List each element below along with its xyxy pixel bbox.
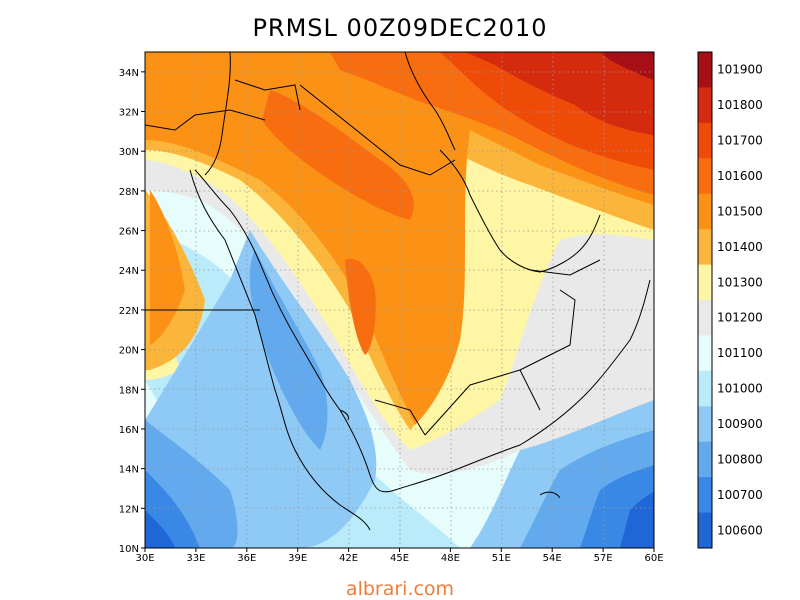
colorbar-label: 100900: [717, 417, 763, 431]
pressure-fill: [145, 52, 654, 548]
colorbar-label: 101100: [717, 346, 763, 360]
colorbar-swatch: [698, 87, 712, 124]
colorbar-swatch: [698, 370, 712, 407]
colorbar-swatch: [698, 406, 712, 443]
colorbar-swatch: [698, 193, 712, 230]
lat-tick-label: 32N: [119, 108, 139, 119]
lon-tick-label: 57E: [594, 553, 613, 564]
lat-tick-label: 28N: [119, 187, 139, 198]
site-credit: albrari.com: [345, 578, 455, 600]
colorbar-label: 101500: [717, 204, 763, 218]
colorbar-frame: [697, 51, 713, 549]
lat-tick-label: 24N: [119, 266, 139, 277]
lat-tick-label: 14N: [119, 465, 139, 476]
lon-tick-label: 54E: [543, 553, 562, 564]
colorbar-swatch: [698, 335, 712, 372]
colorbar-label: 101700: [717, 134, 763, 148]
lon-tick-label: 48E: [441, 553, 460, 564]
lon-tick-label: 51E: [492, 553, 511, 564]
colorbar-swatch: [698, 52, 712, 88]
colorbar-label: 100600: [717, 523, 763, 537]
colorbar-swatch: [698, 441, 712, 478]
lat-tick-label: 18N: [119, 385, 139, 396]
lon-tick-label: 42E: [339, 553, 358, 564]
colorbar-label: 101300: [717, 275, 763, 289]
lon-tick-label: 33E: [186, 553, 205, 564]
colorbar-swatch: [698, 229, 712, 266]
colorbar-label: 100800: [717, 452, 763, 466]
graticule: [145, 52, 654, 548]
lat-tick-label: 34N: [119, 68, 139, 79]
lat-tick-label: 10N: [119, 544, 139, 555]
lon-tick-label: 45E: [390, 553, 409, 564]
lat-tick-label: 30N: [119, 147, 139, 158]
colorbar-swatch: [698, 477, 712, 514]
lon-tick-label: 30E: [135, 553, 154, 564]
colorbar-swatch: [698, 158, 712, 195]
colorbar-label: 101800: [717, 98, 763, 112]
colorbar-label: 101200: [717, 311, 763, 325]
coastlines: [145, 52, 651, 531]
colorbar-swatch: [698, 512, 712, 549]
lon-tick-label: 39E: [288, 553, 307, 564]
lat-tick-label: 16N: [119, 425, 139, 436]
lon-tick-label: 36E: [237, 553, 256, 564]
colorbar-label: 101400: [717, 240, 763, 254]
colorbar-swatch: [698, 122, 712, 159]
colorbar-swatch: [698, 264, 712, 301]
colorbar-swatch: [698, 300, 712, 336]
colorbar-label: 101600: [717, 169, 763, 183]
colorbar-label: 100700: [717, 488, 763, 502]
colorbar-label: 101900: [717, 63, 763, 77]
lat-tick-label: 12N: [119, 504, 139, 515]
colorbar: 101900 101800 101700 101600 101500 101400 1013…: [697, 51, 763, 549]
lat-tick-label: 20N: [119, 346, 139, 357]
latitude-ticks: 10N 12N 14N 16N 18N 20N 22N 24N 26N 28N 30N 32N 34N: [119, 68, 145, 555]
chart-title: PRMSL 00Z09DEC2010: [252, 14, 548, 42]
longitude-ticks: 30E 33E 36E 39E 42E 45E 48E 51E 54E 57E 60E: [135, 548, 664, 564]
colorbar-label: 101000: [717, 382, 763, 396]
lat-tick-label: 26N: [119, 227, 139, 238]
lat-tick-label: 22N: [119, 306, 139, 317]
lon-tick-label: 60E: [644, 553, 663, 564]
